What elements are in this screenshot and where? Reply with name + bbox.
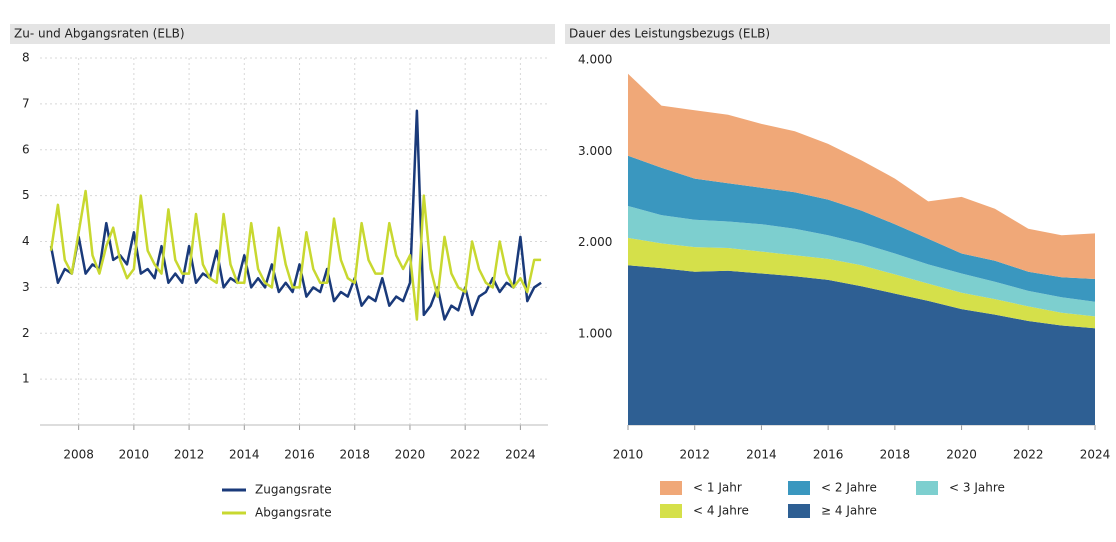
y-tick-label: 1.000 xyxy=(578,326,612,340)
legend-label: < 3 Jahre xyxy=(949,481,1005,495)
line-series xyxy=(49,109,542,321)
y-tick-label: 1 xyxy=(22,372,30,386)
area-series xyxy=(628,155,1095,302)
x-tick-label: 2014 xyxy=(229,448,260,462)
legend-label: < 1 Jahr xyxy=(693,481,742,495)
x-tick-label: 2012 xyxy=(174,448,205,462)
x-tick-label: 2016 xyxy=(284,448,315,462)
legend-swatch xyxy=(660,504,682,518)
legend-label: Zugangsrate xyxy=(255,483,332,497)
y-tick-label: 5 xyxy=(22,188,30,202)
y-tick-label: 2.000 xyxy=(578,235,612,249)
x-tick-label: 2022 xyxy=(1013,448,1044,462)
chart-title: Zu- und Abgangsraten (ELB) xyxy=(14,27,185,41)
x-tick-label: 2012 xyxy=(679,448,710,462)
x-tick-label: 2008 xyxy=(63,448,94,462)
area-series xyxy=(628,237,1095,329)
x-tick-label: 2024 xyxy=(505,448,536,462)
y-tick-label: 2 xyxy=(22,326,30,340)
legend-swatch xyxy=(788,504,810,518)
y-tick-label: 4.000 xyxy=(578,53,612,67)
x-tick-label: 2020 xyxy=(946,448,977,462)
legend-swatch xyxy=(916,481,938,495)
y-tick-label: 4 xyxy=(22,234,30,248)
legend-label: ≥ 4 Jahre xyxy=(821,504,877,518)
legend-swatch xyxy=(788,481,810,495)
x-tick-label: 2022 xyxy=(450,448,481,462)
x-tick-label: 2020 xyxy=(395,448,426,462)
header-bar xyxy=(10,24,555,44)
legend-label: < 2 Jahre xyxy=(821,481,877,495)
y-tick-label: 8 xyxy=(22,51,30,65)
y-tick-label: 3 xyxy=(22,280,30,294)
line-series xyxy=(49,189,542,321)
x-tick-label: 2014 xyxy=(746,448,777,462)
y-tick-label: 7 xyxy=(22,96,30,110)
x-tick-label: 2010 xyxy=(613,448,644,462)
area-series xyxy=(628,206,1095,317)
y-tick-label: 3.000 xyxy=(578,144,612,158)
chart-title: Dauer des Leistungsbezugs (ELB) xyxy=(569,27,770,41)
x-tick-label: 2018 xyxy=(880,448,911,462)
x-tick-label: 2024 xyxy=(1080,448,1111,462)
area-series xyxy=(628,73,1095,279)
x-tick-label: 2016 xyxy=(813,448,844,462)
legend-label: Abgangsrate xyxy=(255,506,332,520)
y-tick-label: 6 xyxy=(22,142,30,156)
legend-label: < 4 Jahre xyxy=(693,504,749,518)
x-tick-label: 2010 xyxy=(119,448,150,462)
area-series xyxy=(628,265,1095,425)
legend-swatch xyxy=(660,481,682,495)
header-bar xyxy=(565,24,1110,44)
x-tick-label: 2018 xyxy=(339,448,370,462)
